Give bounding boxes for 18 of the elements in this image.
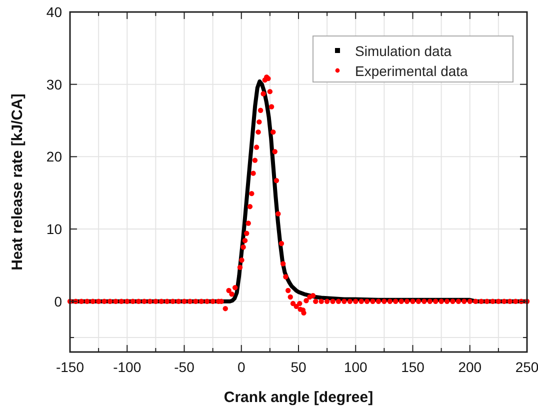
legend-label: Simulation data [355, 43, 452, 59]
y-tick-label: 40 [46, 4, 62, 20]
x-tick-label: -150 [56, 359, 84, 375]
x-tick-label: 100 [344, 359, 368, 375]
y-tick-label: 20 [46, 148, 62, 165]
x-tick-label: -50 [174, 359, 195, 375]
y-axis-title: Heat release rate [kJ/CA] [9, 94, 26, 270]
x-tick-label: 0 [237, 359, 246, 375]
x-tick-label: 150 [401, 359, 425, 375]
y-tick-label: 10 [46, 221, 62, 238]
legend-label: Experimental data [355, 63, 468, 79]
x-tick-label: -100 [113, 359, 142, 375]
x-tick-label: 250 [515, 359, 538, 375]
y-tick-label: 0 [54, 293, 62, 310]
x-axis-title: Crank angle [degree] [224, 389, 374, 406]
y-tick-label: 30 [46, 76, 62, 92]
x-tick-label: 50 [290, 359, 306, 375]
x-tick-label: 200 [458, 359, 482, 375]
